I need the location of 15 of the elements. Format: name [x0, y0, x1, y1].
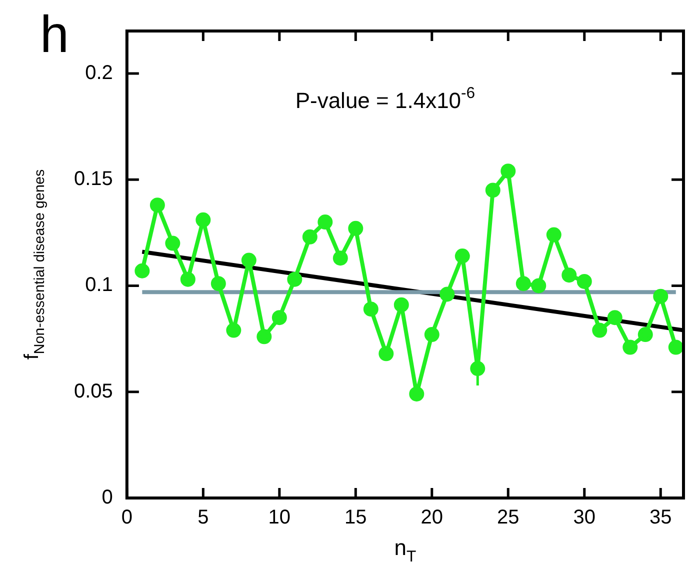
x-tick-label: 0 — [121, 506, 132, 529]
y-tick-label: 0.2 — [85, 62, 113, 84]
y-tick-label: 0 — [102, 486, 113, 509]
x-tick-label: 20 — [420, 506, 444, 529]
y-tick-label: 0.1 — [85, 274, 113, 296]
y-axis-title: fNon-essential disease genes — [21, 169, 48, 360]
x-tick-label: 10 — [268, 506, 291, 529]
x-tick-label: 5 — [198, 506, 209, 529]
x-tick-label: 25 — [497, 506, 520, 529]
y-tick-label: 0.05 — [74, 380, 113, 402]
x-tick-label: 30 — [573, 506, 596, 529]
text: h — [40, 6, 69, 64]
x-tick-label: 35 — [650, 506, 672, 529]
x-tick-label: 15 — [344, 506, 367, 529]
y-tick-label: 0.15 — [74, 168, 113, 190]
